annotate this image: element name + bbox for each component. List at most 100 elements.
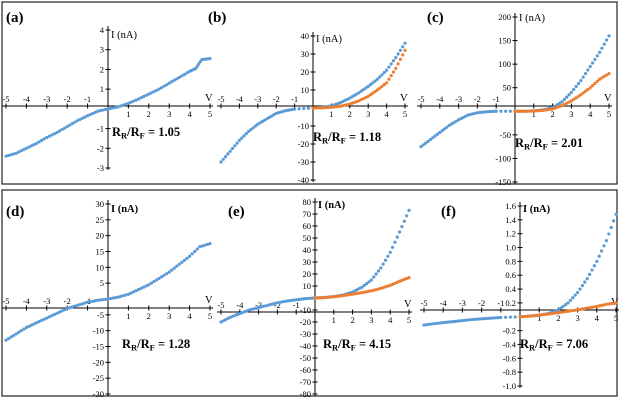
data-point [98, 298, 102, 302]
y-tick-label: 70 [303, 209, 312, 219]
data-point [86, 300, 90, 304]
data-point [564, 309, 568, 314]
y-tick-label: 0.2 [505, 298, 516, 308]
chart-panel: -5 -4 -3 -2 -1 1 2 3 4 5 -1.0 -0.8 -0.6 -0.4 -0.2 0.2 0.… [420, 201, 619, 391]
data-point [119, 294, 123, 298]
data-point [484, 316, 488, 321]
data-point [520, 314, 525, 319]
data-point [581, 91, 585, 95]
data-point [208, 241, 212, 246]
data-point [371, 91, 375, 95]
y-axis-label: I (nA) [111, 204, 139, 215]
x-tick-label: -5 [420, 298, 427, 308]
data-point [86, 114, 90, 118]
y-tick-label: -70 [300, 377, 311, 387]
data-point [311, 106, 315, 110]
data-point [549, 312, 553, 316]
data-point [432, 322, 436, 326]
x-tick-label: 4 [388, 315, 393, 325]
y-tick-label: 20 [96, 231, 105, 241]
data-point [378, 75, 382, 79]
y-tick-label: -2 [97, 143, 104, 153]
data-point [567, 93, 571, 97]
data-point [565, 95, 569, 99]
data-point [172, 266, 176, 270]
data-point [487, 316, 491, 320]
panel-label: (b) [208, 10, 226, 26]
data-point [402, 219, 406, 223]
data-point [149, 91, 153, 95]
data-point [242, 134, 246, 138]
x-tick-label: 5 [403, 109, 407, 119]
data-point [504, 109, 508, 113]
data-point [598, 50, 602, 54]
y-tick-label: 50 [503, 83, 512, 93]
x-tick-label: -4 [440, 298, 448, 308]
data-point [532, 109, 536, 113]
data-point [427, 322, 431, 326]
data-point [376, 269, 381, 273]
data-point [65, 125, 69, 129]
data-point [172, 78, 176, 82]
data-point [134, 98, 138, 102]
x-tick-label: -4 [436, 94, 444, 104]
data-point [341, 294, 345, 298]
data-point [389, 74, 393, 78]
y-tick-label: 25 [96, 215, 105, 225]
data-point [9, 153, 13, 157]
data-point [19, 329, 23, 333]
data-point [578, 307, 582, 312]
data-point [373, 89, 377, 94]
panel-label: (f) [441, 204, 456, 220]
data-point [573, 308, 577, 312]
data-point [600, 46, 604, 50]
data-point [592, 305, 597, 309]
y-tick-label: -0.8 [503, 367, 516, 377]
data-point [230, 146, 235, 151]
data-point [205, 242, 210, 246]
x-tick-label: -3 [254, 94, 261, 104]
resistance-ratio: RR/RF = 7.06 [520, 337, 588, 353]
data-point [144, 93, 148, 97]
data-point [157, 276, 161, 281]
y-axis-label: I (nA) [111, 30, 137, 41]
x-tick-label: 4 [588, 109, 593, 119]
data-point [14, 151, 18, 155]
data-point [369, 278, 373, 282]
data-point [583, 280, 587, 284]
data-point [439, 321, 443, 325]
data-point [32, 322, 36, 326]
x-tick-label: -2 [274, 300, 281, 310]
data-point [487, 110, 491, 114]
data-point [42, 137, 46, 141]
data-point [142, 285, 146, 289]
x-tick-label: 1 [126, 311, 130, 321]
data-point [47, 134, 51, 138]
data-point [111, 106, 115, 110]
data-point [96, 298, 100, 302]
data-point [380, 73, 384, 77]
data-point [433, 134, 437, 138]
data-point [609, 302, 613, 306]
data-point [569, 99, 574, 103]
data-point [539, 108, 543, 113]
data-point [492, 316, 496, 320]
data-point [571, 296, 575, 300]
data-point [147, 283, 151, 287]
data-point [106, 107, 110, 111]
data-point [29, 144, 34, 148]
data-point [233, 144, 237, 148]
data-point [116, 295, 120, 299]
data-point [45, 316, 49, 320]
data-point [534, 109, 538, 113]
data-point [219, 320, 223, 324]
x-tick-label: 3 [167, 109, 171, 119]
data-point [304, 297, 308, 301]
data-point [595, 79, 599, 83]
x-tick-label: -3 [43, 296, 50, 306]
data-point [251, 126, 255, 130]
data-point [368, 83, 373, 87]
data-point [580, 284, 585, 288]
data-point [375, 77, 379, 81]
data-point [482, 110, 487, 114]
